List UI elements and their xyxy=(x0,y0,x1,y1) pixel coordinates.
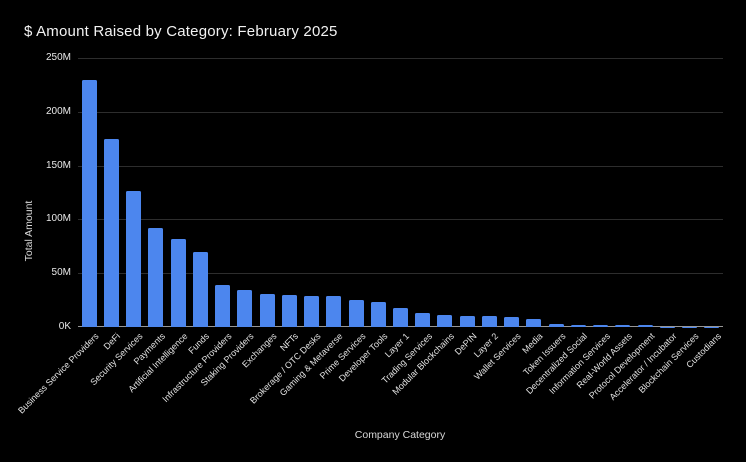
bar xyxy=(615,324,631,327)
x-axis-title: Company Category xyxy=(354,429,446,441)
bar xyxy=(637,325,653,327)
bar xyxy=(281,294,297,327)
gridline xyxy=(78,111,723,113)
y-tick-label: 50M xyxy=(51,267,71,279)
bar xyxy=(237,290,253,327)
bar xyxy=(215,285,231,327)
bar xyxy=(393,308,408,327)
bar xyxy=(170,238,186,327)
gridline xyxy=(78,219,723,221)
bar xyxy=(415,313,431,327)
y-axis-title: Total Amount xyxy=(23,200,35,262)
bar xyxy=(148,228,164,327)
plot-area xyxy=(78,58,723,327)
bar xyxy=(526,318,542,327)
y-tick-label: 0K xyxy=(58,321,71,332)
bar xyxy=(481,315,497,327)
bar xyxy=(126,191,142,327)
x-tick-label: Business Service Providers xyxy=(15,331,101,416)
bar xyxy=(348,300,364,327)
y-tick-label: 250M xyxy=(45,52,71,63)
bar xyxy=(259,293,275,327)
bar xyxy=(593,324,609,327)
y-tick-label: 200M xyxy=(45,105,71,117)
bar xyxy=(504,316,520,327)
gridline xyxy=(78,58,723,59)
bar xyxy=(103,138,119,327)
chart-title: $ Amount Raised by Category: February 20… xyxy=(24,23,338,40)
gridline xyxy=(78,165,723,167)
bar xyxy=(570,324,586,327)
bar xyxy=(304,295,320,327)
bar xyxy=(437,314,453,327)
bar xyxy=(192,251,208,327)
bar xyxy=(326,296,342,327)
y-tick-label: 150M xyxy=(45,159,71,171)
bar xyxy=(370,302,386,327)
bar xyxy=(81,79,97,327)
y-tick-label: 100M xyxy=(45,213,71,225)
bar xyxy=(548,323,564,327)
bar xyxy=(459,315,475,327)
gridline xyxy=(78,273,723,275)
